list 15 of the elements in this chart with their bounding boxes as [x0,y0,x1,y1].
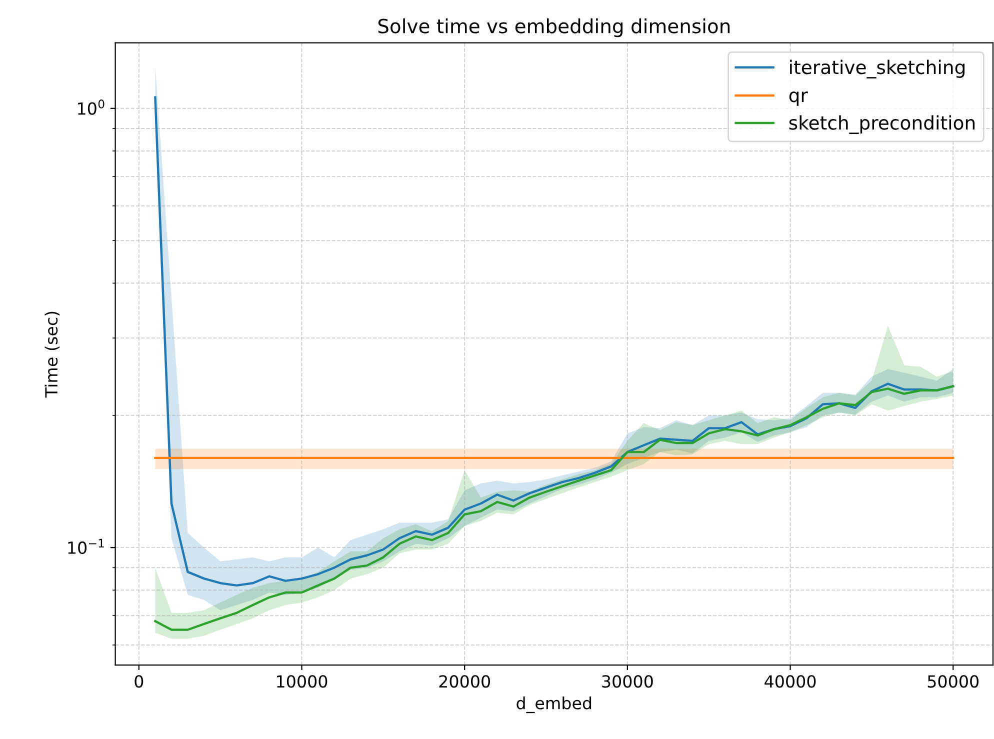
x-axis-title: d_embed [516,696,592,714]
legend-label: iterative_sketching [790,60,964,78]
x-tick-label: 30000 [602,675,653,688]
y-axis-title: Time (sec) [44,312,60,398]
x-tick-label: 20000 [439,675,490,688]
x-tick-label: 40000 [764,675,816,688]
x-tick-label: 0 [134,675,144,688]
y-tick-label: 10$^{0}$ [78,100,104,115]
x-tick-label: 50000 [928,675,979,688]
legend-label: qr [789,92,808,106]
chart-title: Solve time vs embedding dimension [378,18,730,38]
x-tick-label: 10000 [277,675,328,688]
y-tick-label: 10$^{−1}$ [68,538,104,554]
line-series [154,385,954,631]
legend-label: sketch_precondition [789,115,975,134]
